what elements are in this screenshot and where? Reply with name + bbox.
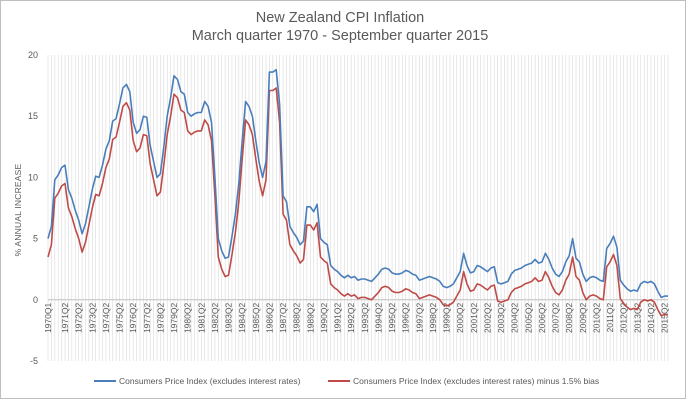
x-tick-label: 2013Q2	[632, 303, 642, 334]
x-tick-label: 2010Q2	[591, 303, 601, 334]
legend: Consumers Price Index (excludes interest…	[94, 376, 599, 386]
x-tick-label: 1990Q2	[319, 303, 329, 334]
x-tick-label: 2007Q2	[551, 303, 561, 334]
x-tick-label: 1979Q2	[169, 303, 179, 334]
x-tick-label: 1987Q2	[278, 303, 288, 334]
x-tick-label: 2003Q2	[496, 303, 506, 334]
x-tick-label: 1986Q2	[264, 303, 274, 334]
x-tick-label: 1999Q2	[442, 303, 452, 334]
x-tick-label: 1975Q2	[115, 303, 125, 334]
x-tick-label: 1983Q2	[224, 303, 234, 334]
x-tick-label: 2008Q2	[564, 303, 574, 334]
y-tick-label: 5	[33, 234, 38, 244]
x-tick-label: 1976Q2	[128, 303, 138, 334]
y-tick-label: 15	[28, 111, 38, 121]
x-tick-label: 1981Q2	[196, 303, 206, 334]
x-tick-label: 2015Q2	[660, 303, 670, 334]
x-tick-label: 1984Q2	[237, 303, 247, 334]
chart-title: New Zealand CPI Inflation	[256, 10, 424, 26]
x-tick-label: 1998Q2	[428, 303, 438, 334]
x-tick-label: 1985Q2	[251, 303, 261, 334]
y-tick-label: 10	[28, 172, 38, 182]
x-tick-label: 1970Q1	[43, 303, 53, 334]
series-line-cpi	[47, 68, 668, 299]
x-tick-label: 1972Q2	[74, 303, 84, 334]
x-tick-label: 2001Q2	[469, 303, 479, 334]
legend-label-series-1: Consumers Price Index (excludes interest…	[119, 376, 301, 386]
x-tick-label: 2012Q2	[619, 303, 629, 334]
x-tick-label: 2011Q2	[605, 303, 615, 333]
x-tick-label: 1997Q2	[414, 303, 424, 334]
y-tick-label: 20	[28, 50, 38, 60]
series-line-cpi-minus-bias	[47, 87, 668, 317]
x-tick-label: 2006Q2	[537, 303, 547, 334]
x-tick-label: 2009Q2	[578, 303, 588, 334]
x-tick-label: 1989Q2	[305, 303, 315, 334]
x-tick-label: 1988Q2	[292, 303, 302, 334]
y-tick-label: 0	[33, 295, 38, 305]
series-lines	[47, 68, 668, 317]
x-tick-label: 1978Q2	[155, 303, 165, 334]
x-tick-label: 1993Q2	[360, 303, 370, 334]
x-tick-label: 1995Q2	[387, 303, 397, 334]
x-tick-label: 2005Q2	[523, 303, 533, 334]
legend-label-series-2: Consumers Price Index (excludes interest…	[353, 376, 599, 386]
x-tick-label: 2014Q2	[646, 303, 656, 334]
x-tick-label: 1974Q2	[101, 303, 111, 334]
x-tick-label: 1980Q2	[183, 303, 193, 334]
x-tick-label: 1982Q2	[210, 303, 220, 334]
x-tick-label: 1994Q2	[373, 303, 383, 334]
x-tick-label: 1977Q2	[142, 303, 152, 334]
x-tick-label: 2002Q2	[482, 303, 492, 334]
y-axis-label: % ANNUAL INCREASE	[13, 163, 23, 256]
x-tick-label: 2000Q2	[455, 303, 465, 334]
x-tick-label: 1971Q2	[60, 303, 70, 334]
x-tick-label: 1996Q2	[401, 303, 411, 334]
x-axis-ticks: 1970Q1 1971Q2 1972Q2 1973Q2 1974Q2 1975Q2 1976…	[43, 303, 670, 334]
x-tick-label: 1973Q2	[87, 303, 97, 334]
chart-subtitle: March quarter 1970 - September quarter 2…	[192, 28, 489, 44]
y-axis-ticks: -5 0 5 10 15 20	[28, 50, 38, 366]
x-tick-label: 1992Q2	[346, 303, 356, 334]
x-tick-label: 1991Q2	[333, 303, 343, 334]
vertical-gridlines	[47, 55, 669, 361]
x-tick-label: 2004Q2	[510, 303, 520, 334]
y-tick-label: -5	[30, 356, 38, 366]
